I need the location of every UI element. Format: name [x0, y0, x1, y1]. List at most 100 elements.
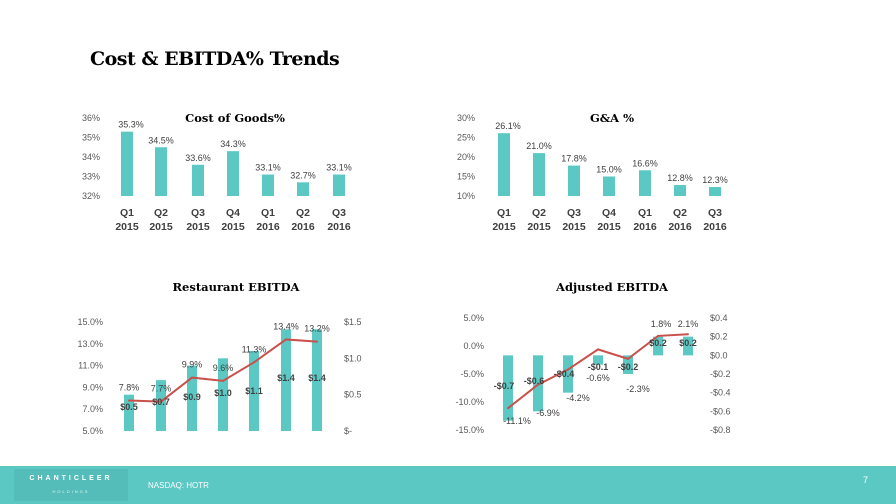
bar-value-label: $1.4: [308, 373, 326, 383]
bar: [683, 336, 693, 356]
bar: [674, 185, 686, 196]
bar: [124, 394, 134, 431]
bar-value-label: -$0.2: [618, 362, 639, 372]
bar: [603, 176, 615, 196]
data-label: 33.1%: [255, 163, 281, 173]
x-tick-label: Q2: [296, 207, 310, 219]
x-tick-label: Q3: [567, 207, 581, 219]
bar-value-label: -$0.7: [494, 381, 515, 391]
line-point: [191, 376, 193, 379]
line-value-label: -11.1%: [503, 416, 531, 426]
bar: [187, 365, 197, 431]
chart-title: Restaurant EBITDA: [173, 280, 301, 294]
line-value-label: 7.8%: [119, 382, 140, 392]
data-label: 35.3%: [118, 120, 144, 130]
bar: [709, 187, 721, 196]
bar: [503, 355, 513, 421]
bar-value-label: $0.7: [152, 397, 170, 407]
line-value-label: 7.7%: [151, 384, 172, 394]
line-value-label: 13.2%: [304, 324, 330, 334]
chart-title: G&A %: [590, 111, 634, 125]
left-axis-tick: 7.0%: [82, 404, 103, 414]
x-tick-label: 2016: [327, 221, 351, 233]
x-tick-label: Q1: [638, 207, 652, 219]
right-axis-tick: $0.2: [710, 332, 728, 342]
x-tick-label: Q3: [191, 207, 205, 219]
bar: [192, 164, 204, 196]
left-axis-tick: -10.0%: [455, 397, 484, 407]
logo-text: CHANTICLEER: [29, 475, 113, 482]
line-point: [160, 400, 162, 403]
bar-value-label: $1.4: [277, 373, 295, 383]
bar: [568, 165, 580, 196]
data-label: 16.6%: [632, 158, 658, 168]
line-point: [627, 357, 629, 360]
bar: [312, 329, 322, 431]
chart-title: Adjusted EBITDA: [555, 280, 669, 294]
line-point: [507, 407, 509, 410]
data-label: 33.1%: [326, 163, 352, 173]
x-tick-label: Q1: [261, 207, 275, 219]
left-axis-tick: 5.0%: [82, 426, 103, 436]
x-tick-label: Q4: [602, 207, 616, 219]
right-axis-tick: $-: [344, 426, 352, 436]
bar-value-label: -$0.1: [588, 362, 609, 372]
company-logo: CHANTICLEER HOLDINGS: [14, 469, 128, 501]
data-label: 17.8%: [561, 154, 587, 164]
x-tick-label: 2016: [291, 221, 315, 233]
left-axis-tick: 0.0%: [463, 341, 484, 351]
left-axis-tick: 9.0%: [82, 382, 103, 392]
y-tick-label: 30%: [457, 113, 475, 123]
y-tick-label: 15%: [457, 172, 475, 182]
right-axis-tick: -$0.6: [710, 406, 731, 416]
left-axis-tick: -15.0%: [455, 425, 484, 435]
line-value-label: -6.9%: [536, 408, 560, 418]
line-point: [316, 340, 318, 343]
right-axis-tick: -$0.4: [710, 388, 731, 398]
x-tick-label: 2016: [703, 221, 727, 233]
right-axis-tick: $0.5: [344, 390, 362, 400]
right-axis-tick: -$0.8: [710, 425, 731, 435]
bar-value-label: $1.1: [245, 386, 263, 396]
x-tick-label: 2015: [527, 221, 551, 233]
left-axis-tick: 13.0%: [77, 339, 103, 349]
line-value-label: 9.9%: [182, 360, 203, 370]
x-tick-label: Q2: [154, 207, 168, 219]
line-point: [222, 379, 224, 382]
line-value-label: 13.4%: [273, 321, 299, 331]
footer: CHANTICLEER HOLDINGS NASDAQ: HOTR 7: [0, 466, 896, 504]
bar: [121, 131, 133, 196]
bar-value-label: -$0.4: [554, 369, 575, 379]
right-axis-tick: $0.0: [710, 350, 728, 360]
y-tick-label: 36%: [82, 113, 100, 123]
bar: [533, 153, 545, 196]
y-tick-label: 34%: [82, 152, 100, 162]
x-tick-label: Q2: [532, 207, 546, 219]
data-label: 32.7%: [290, 170, 316, 180]
bar: [155, 147, 167, 196]
data-label: 12.8%: [667, 173, 693, 183]
bar: [281, 329, 291, 431]
bar: [227, 151, 239, 196]
page-number: 7: [862, 475, 868, 485]
line-value-label: 11.3%: [242, 344, 267, 354]
bar: [533, 355, 543, 412]
page-title: Cost & EBITDA% Trends: [90, 48, 340, 70]
line-value-label: -2.3%: [626, 384, 650, 394]
line-value-label: -0.6%: [586, 373, 610, 383]
right-axis-tick: $0.4: [710, 313, 728, 323]
left-axis-tick: 5.0%: [463, 313, 484, 323]
bar: [249, 351, 259, 431]
right-axis-tick: $1.5: [344, 317, 362, 327]
x-tick-label: Q3: [332, 207, 346, 219]
x-tick-label: 2015: [562, 221, 586, 233]
x-tick-label: 2015: [186, 221, 210, 233]
bar: [262, 174, 274, 196]
x-tick-label: 2015: [597, 221, 621, 233]
left-axis-tick: -5.0%: [460, 369, 484, 379]
x-tick-label: 2016: [256, 221, 280, 233]
bar: [218, 358, 228, 431]
logo-subtext: HOLDINGS: [52, 489, 90, 494]
